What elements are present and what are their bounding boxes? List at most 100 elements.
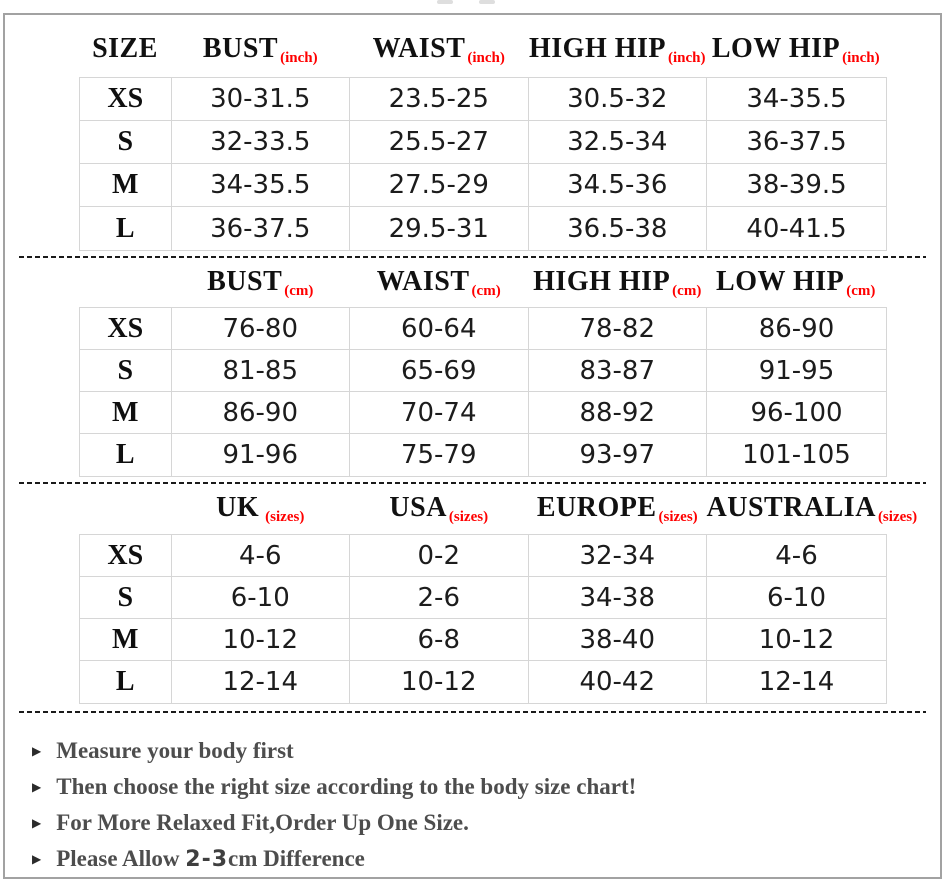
note-item: ▶ Measure your body first	[32, 738, 940, 764]
column-header-size: SIZE	[79, 33, 171, 65]
cropped-text-remnant	[437, 0, 577, 5]
unit-subscript: (sizes)	[877, 509, 918, 525]
bust-value: 32-33.5	[172, 121, 350, 163]
usa-value: 2-6	[350, 577, 529, 618]
intl-table: XS 4-6 0-2 32-34 4-6 S 6-10 2-6 34-38 6-…	[79, 534, 887, 704]
intl-table-header: UK (sizes) USA (sizes) EUROPE (sizes) AUSTR…	[79, 492, 940, 525]
low-hip-value: 86-90	[758, 313, 835, 344]
notes-list: ▶ Measure your body first ▶ Then choose …	[32, 738, 940, 872]
bust-value: 81-85	[172, 350, 350, 391]
bullet-icon: ▶	[32, 780, 42, 794]
unit-subscript: (cm)	[846, 283, 876, 299]
table-row-m: M 34-35.5 27.5-29 34.5-36 38-39.5	[80, 164, 886, 207]
high-hip-value: 78-82	[529, 308, 707, 349]
waist-value: 75-79	[350, 434, 529, 476]
table-row-m: M 10-12 6-8 38-40 10-12	[80, 619, 886, 661]
bullet-icon: ▶	[32, 744, 42, 758]
note-text-segment: Measure your body first	[56, 738, 294, 763]
bust-value: 91-96	[172, 434, 350, 476]
europe-value: 34-38	[529, 577, 707, 618]
unit-subscript: (cm)	[471, 283, 501, 299]
usa-value: 0-2	[350, 535, 529, 576]
cm-table: XS 76-80 60-64 78-82 86-90 S 81-85 65-69…	[79, 307, 887, 477]
size-label: XS	[80, 78, 172, 120]
note-text: Then choose the right size according to …	[56, 774, 636, 800]
chart-frame: SIZE BUST (inch) WAIST (inch) HIGH HIP (inc…	[3, 13, 942, 879]
column-header-label: HIGH HIP	[528, 33, 666, 64]
column-header-label: SIZE	[92, 33, 158, 64]
column-header-europe: EUROPE (sizes)	[528, 492, 707, 525]
europe-value: 40-42	[529, 661, 707, 703]
size-label: M	[80, 164, 172, 206]
bust-value: 30-31.5	[172, 78, 350, 120]
uk-value: 10-12	[172, 619, 350, 660]
uk-value: 12-14	[172, 661, 350, 703]
unit-subscript: (inch)	[842, 50, 880, 66]
column-header-label: USA	[389, 492, 447, 523]
column-header-waist: WAIST (inch)	[350, 33, 529, 66]
column-header-label: WAIST	[372, 33, 466, 64]
column-header-bust: BUST (inch)	[171, 33, 350, 66]
high-hip-value: 83-87	[529, 350, 707, 391]
inch-table: XS 30-31.5 23.5-25 30.5-32 34-35.5 S 32-…	[79, 77, 887, 251]
waist-value: 29.5-31	[350, 207, 529, 250]
note-text: Please Allow 2-3cm Difference	[56, 846, 365, 872]
column-header-label: LOW HIP	[716, 266, 845, 297]
column-header-label: UK	[216, 492, 260, 523]
column-header-uk: UK (sizes)	[171, 492, 350, 525]
size-label: XS	[80, 308, 172, 349]
column-header-label: WAIST	[376, 266, 470, 297]
low-hip-value: 36-37.5	[746, 127, 847, 157]
waist-value: 23.5-25	[350, 78, 529, 120]
size-label: XS	[80, 535, 172, 576]
usa-value: 10-12	[350, 661, 529, 703]
waist-value: 27.5-29	[350, 164, 529, 206]
usa-value: 6-8	[350, 619, 529, 660]
high-hip-value: 34.5-36	[529, 164, 707, 206]
table-row-xs: XS 30-31.5 23.5-25 30.5-32 34-35.5	[80, 78, 886, 121]
uk-value: 6-10	[172, 577, 350, 618]
high-hip-value: 32.5-34	[529, 121, 707, 163]
unit-subscript: (cm)	[284, 283, 314, 299]
column-header-waist: WAIST (cm)	[350, 266, 529, 299]
low-hip-value: 34-35.5	[746, 84, 847, 114]
size-label: L	[80, 207, 172, 250]
bust-value: 36-37.5	[172, 207, 350, 250]
high-hip-value: 30.5-32	[529, 78, 707, 120]
table-row-s: S 32-33.5 25.5-27 32.5-34 36-37.5	[80, 121, 886, 164]
size-label: S	[80, 350, 172, 391]
column-header-low-hip: LOW HIP (cm)	[707, 266, 886, 299]
inch-table-header: SIZE BUST (inch) WAIST (inch) HIGH HIP (inc…	[79, 33, 940, 66]
low-hip-value: 91-95	[758, 355, 835, 386]
waist-value: 65-69	[350, 350, 529, 391]
table-row-s: S 6-10 2-6 34-38 6-10	[80, 577, 886, 619]
australia-value: 12-14	[758, 667, 835, 697]
size-label: S	[80, 121, 172, 163]
size-label: L	[80, 661, 172, 703]
unit-subscript: (inch)	[280, 50, 318, 66]
column-header-high-hip: HIGH HIP (cm)	[528, 266, 707, 299]
unit-subscript: (sizes)	[658, 509, 698, 525]
column-header-label: EUROPE	[536, 492, 657, 523]
size-label: S	[80, 577, 172, 618]
europe-value: 32-34	[529, 535, 707, 576]
dashed-divider	[19, 256, 926, 258]
uk-value: 4-6	[172, 535, 350, 576]
note-text-segment: For More Relaxed Fit,Order Up One Size.	[56, 810, 469, 835]
unit-subscript: (sizes)	[448, 509, 489, 525]
high-hip-value: 88-92	[529, 392, 707, 433]
column-header-usa: USA (sizes)	[350, 492, 529, 525]
table-row-xs: XS 76-80 60-64 78-82 86-90	[80, 308, 886, 350]
note-highlight: 2-3	[185, 847, 229, 872]
waist-value: 70-74	[350, 392, 529, 433]
note-text-segment: Please Allow	[56, 846, 186, 871]
bullet-icon: ▶	[32, 816, 42, 830]
note-text-segment: Then choose the right size according to …	[56, 774, 637, 799]
column-header-label: AUSTRALIA	[706, 492, 876, 523]
note-text: Measure your body first	[56, 738, 293, 764]
low-hip-value: 40-41.5	[746, 213, 847, 244]
low-hip-value: 96-100	[750, 397, 843, 428]
column-header-bust: BUST (cm)	[171, 266, 350, 299]
waist-value: 60-64	[350, 308, 529, 349]
note-text-segment: cm Difference	[228, 846, 365, 871]
